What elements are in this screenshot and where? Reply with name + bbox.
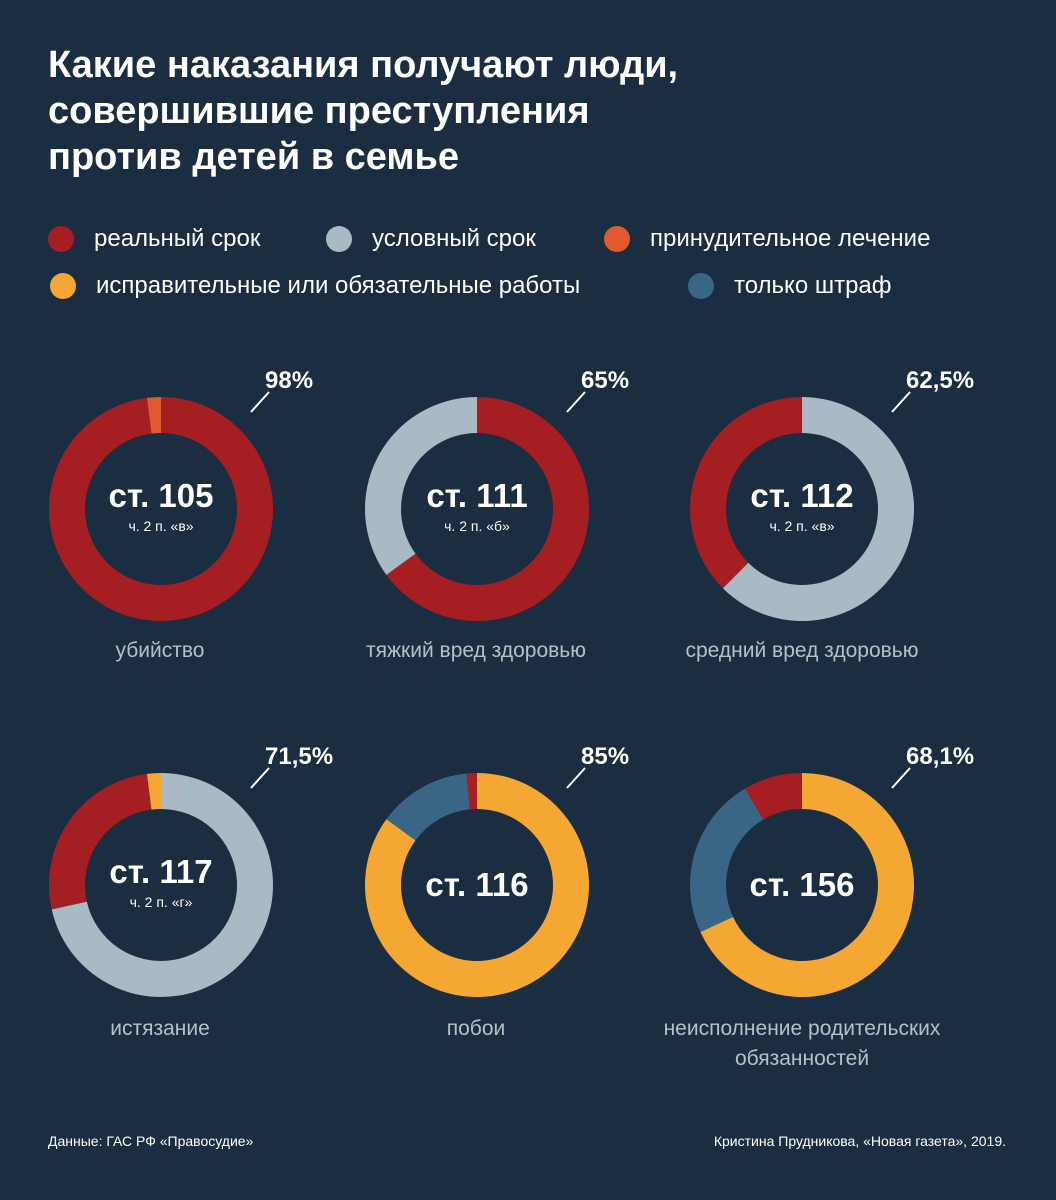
donut-segment [386, 397, 589, 621]
article-label: ст. 105 [108, 477, 213, 514]
donut-chart-5: 68,1% ст. 156 [690, 743, 974, 997]
footer-source: Данные: ГАС РФ «Правосудие» [48, 1133, 254, 1149]
chart-title-line-1: Какие наказания получают люди, [48, 44, 679, 86]
percent-leader-line [891, 767, 911, 789]
percent-leader-line [566, 767, 586, 789]
percent-leader-line [891, 391, 911, 413]
legend-item-conditional: условный срок [326, 225, 536, 253]
donut-segment [51, 773, 273, 997]
percent-label: 98% [265, 367, 313, 394]
article-part-label: ч. 2 п. «в» [769, 518, 834, 534]
legend-item-fine: только штраф [688, 272, 892, 300]
caption-st116: побои [446, 1017, 506, 1040]
donut-segment [690, 397, 802, 589]
footer-credit: Кристина Прудникова, «Новая газета», 201… [713, 1133, 1006, 1149]
caption-st156: неисполнение родительских обязанностей [663, 1017, 941, 1070]
article-label: ст. 111 [426, 477, 527, 514]
article-label: ст. 117 [109, 853, 212, 890]
percent-label: 71,5% [265, 743, 333, 770]
caption-st117: истязание [110, 1017, 210, 1040]
legend-label-conditional: условный срок [372, 225, 536, 252]
legend-item-works: исправительные или обязательные работы [50, 272, 580, 300]
donut-segment [700, 773, 914, 997]
legend-label-real: реальный срок [94, 225, 261, 252]
donut-segment [48, 773, 152, 910]
article-part-label: ч. 2 п. «г» [130, 894, 193, 910]
chart-title-line-3: против детей в семье [48, 136, 460, 178]
donut-segment [744, 773, 802, 820]
donut-segment [386, 773, 470, 841]
legend-label-fine: только штраф [734, 272, 892, 299]
donut-chart-3: 71,5% ст. 117 ч. 2 п. «г» [48, 743, 333, 997]
article-label: ст. 156 [749, 866, 854, 903]
legend-item-forced: принудительное лечение [604, 225, 930, 253]
legend-label-works: исправительные или обязательные работы [96, 272, 581, 299]
article-label: ст. 116 [425, 866, 528, 903]
legend-dot-real [48, 226, 74, 252]
donut-segment [365, 773, 589, 997]
legend-dot-fine [688, 273, 714, 299]
percent-leader-line [250, 391, 270, 413]
legend-dot-forced [604, 226, 630, 252]
chart-title: Какие наказания получают люди, совершивш… [48, 42, 948, 180]
chart-title-line-2: совершившие преступления [48, 90, 590, 132]
caption-st112: средний вред здоровью [685, 639, 919, 662]
percent-label: 85% [581, 743, 629, 770]
donut-segment [722, 397, 914, 621]
percent-leader-line [250, 767, 270, 789]
percent-label: 65% [581, 367, 629, 394]
donut-chart-2: 62,5% ст. 112 ч. 2 п. «в» [690, 367, 974, 621]
legend-label-forced: принудительное лечение [650, 225, 931, 252]
donut-segment [466, 773, 477, 810]
percent-leader-line [566, 391, 586, 413]
caption-st111: тяжкий вред здоровью [366, 639, 586, 662]
article-part-label: ч. 2 п. «в» [128, 518, 193, 534]
percent-label: 62,5% [906, 367, 974, 394]
donut-segment [365, 397, 477, 575]
donut-segment [690, 788, 764, 933]
donut-segment [48, 397, 274, 621]
article-part-label: ч. 2 п. «б» [444, 518, 510, 534]
donut-segment [146, 773, 161, 810]
donut-chart-0: 98% ст. 105 ч. 2 п. «в» [48, 367, 313, 621]
donut-segment [146, 397, 161, 434]
article-label: ст. 112 [750, 477, 853, 514]
donut-chart-1: 65% ст. 111 ч. 2 п. «б» [365, 367, 629, 621]
legend-item-real: реальный срок [48, 225, 260, 253]
legend-dot-conditional [326, 226, 352, 252]
percent-label: 68,1% [906, 743, 974, 770]
legend-dot-works [50, 273, 76, 299]
donut-chart-4: 85% ст. 116 [365, 743, 629, 997]
caption-st105: убийство [115, 639, 205, 662]
